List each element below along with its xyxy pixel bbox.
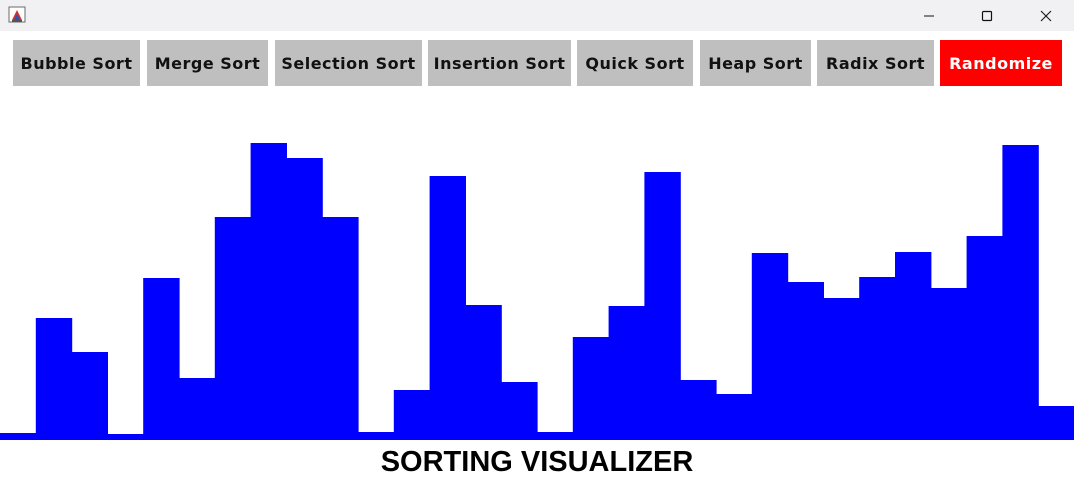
bar-2 xyxy=(35,318,73,440)
insertion-sort-button[interactable]: Insertion Sort xyxy=(428,40,571,86)
page-title: SORTING VISUALIZER xyxy=(380,446,694,478)
bar-9 xyxy=(286,158,323,440)
bar-27 xyxy=(930,288,968,440)
bar-16 xyxy=(537,432,574,440)
selection-sort-button[interactable]: Selection Sort xyxy=(275,40,422,86)
bubble-sort-button[interactable]: Bubble Sort xyxy=(13,40,140,86)
bar-15 xyxy=(501,382,538,440)
bar-26 xyxy=(895,252,932,440)
bar-22 xyxy=(751,253,789,440)
close-icon[interactable] xyxy=(1023,0,1069,31)
window-titlebar xyxy=(0,0,1074,31)
bar-17 xyxy=(572,337,610,440)
bar-28 xyxy=(966,236,1003,440)
bar-3 xyxy=(71,352,108,440)
minimize-icon[interactable] xyxy=(906,0,952,31)
maximize-icon[interactable] xyxy=(964,0,1010,31)
randomize-button[interactable]: Randomize xyxy=(940,40,1062,86)
java-app-icon xyxy=(8,6,28,24)
bar-12 xyxy=(393,390,431,440)
bar-10 xyxy=(322,217,359,440)
heap-sort-button[interactable]: Heap Sort xyxy=(700,40,811,86)
bar-6 xyxy=(179,378,216,440)
bar-14 xyxy=(465,305,502,440)
bar-30 xyxy=(1038,406,1074,440)
bar-8 xyxy=(250,143,287,440)
bar-23 xyxy=(787,282,824,440)
sorting-bars-chart xyxy=(0,143,1074,440)
bar-4 xyxy=(107,434,144,440)
bar-18 xyxy=(608,306,645,440)
bar-5 xyxy=(143,278,180,440)
radix-sort-button[interactable]: Radix Sort xyxy=(817,40,934,86)
bar-29 xyxy=(1002,145,1039,440)
bar-7 xyxy=(214,217,252,440)
bar-20 xyxy=(680,380,717,440)
bar-19 xyxy=(644,172,681,440)
bar-21 xyxy=(716,394,753,440)
quick-sort-button[interactable]: Quick Sort xyxy=(577,40,693,86)
merge-sort-button[interactable]: Merge Sort xyxy=(147,40,268,86)
bar-11 xyxy=(358,432,395,440)
bar-1 xyxy=(0,433,37,440)
bar-25 xyxy=(859,277,896,440)
bar-13 xyxy=(429,176,466,440)
bar-24 xyxy=(823,298,860,440)
